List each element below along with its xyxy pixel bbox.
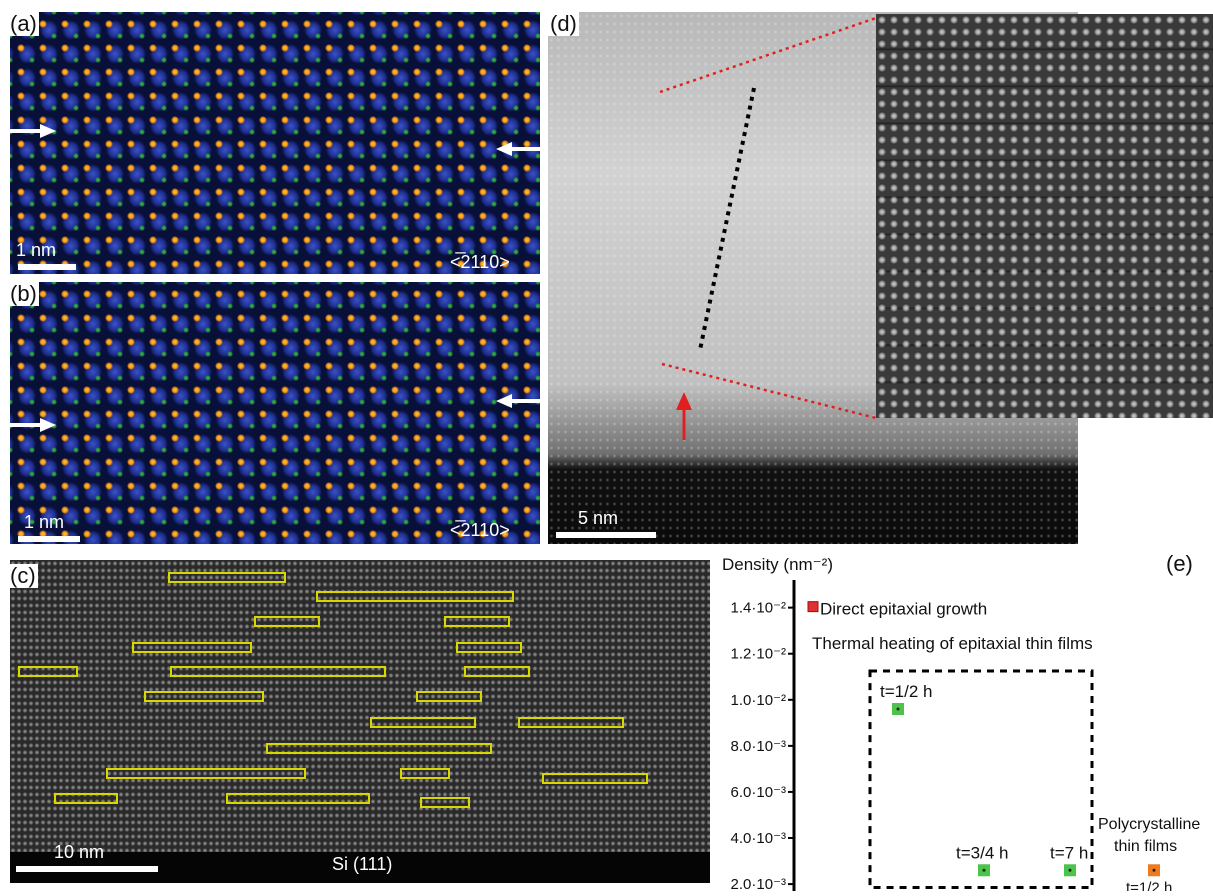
point-label: t=7 h [1050,843,1088,862]
red-arrow-icon [676,392,692,440]
panel-a-image: 1 nm <̅2110> [10,12,540,274]
defect-box [254,616,320,627]
point-label: t=1/2 h [1126,879,1172,891]
direct-growth-marker [807,601,819,613]
defect-box [316,591,514,602]
defect-box [18,666,78,677]
scale-bar-label: 1 nm [24,512,65,532]
panel-label-b: (b) [8,281,39,306]
direction-label: <̅2110> [450,252,510,272]
panel-label-c: (c) [8,563,38,588]
thermal-group-box [868,669,1094,890]
defect-box [168,572,286,583]
zoom-guide-line-bottom [661,362,877,420]
polycrystalline-label: Polycrystalline [1098,816,1200,833]
scale-bar [18,536,80,542]
y-tick-label: 2.0·10⁻³ [731,876,786,891]
tilt-guide-line [698,87,756,351]
data-point-center [1068,868,1072,872]
data-point-center [1152,868,1156,872]
left-arrow-icon [496,142,540,161]
direction-label: <̅2110> [450,520,510,540]
thermal-heating-label: Thermal heating of epitaxial thin films [812,634,1093,653]
defect-box [464,666,530,677]
panel-d-overlay [659,16,877,440]
defect-box [444,616,510,627]
defect-box [370,717,476,728]
scale-bar-label: 5 nm [578,508,619,528]
scale-bar [18,264,76,270]
right-arrow-icon [10,124,56,143]
panel-b-image: 1 nm <̅2110> [10,282,540,544]
defect-box [170,666,386,677]
scale-bar [16,866,158,872]
data-point-center [896,707,900,711]
polycrystalline-label-2: thin films [1114,838,1177,855]
right-arrow-icon [10,418,56,437]
density-chart: Density (nm⁻²) 1.4·10⁻² 1.2·10⁻² 1.0·10⁻² 8.… [722,555,1200,896]
point-label: t=1/2 h [880,682,932,701]
defect-box [400,768,450,779]
defect-box [518,717,624,728]
y-tick-label: 1.4·10⁻² [731,600,786,617]
left-arrow-icon [496,394,540,413]
defect-box [542,773,648,784]
defect-box [226,793,370,804]
panel-c-image: 10 nm Si (111) [10,560,710,883]
point-label: t=3/4 h [956,843,1008,862]
direct-growth-label: Direct epitaxial growth [820,600,987,619]
defect-box [54,793,118,804]
y-tick-label: 8.0·10⁻³ [731,738,786,755]
panel-label-d: (d) [548,11,579,36]
defect-box [106,768,306,779]
y-axis-label: Density (nm⁻²) [722,555,833,574]
defect-box [416,691,482,702]
data-point-center [982,868,986,872]
scale-bar [556,532,656,538]
scale-bar-label: 10 nm [54,842,105,862]
defect-box [420,797,470,808]
y-tick-label: 6.0·10⁻³ [731,784,786,801]
scale-bar-label: 1 nm [16,240,57,260]
panel-e-chart: Density (nm⁻²) 1.4·10⁻² 1.2·10⁻² 1.0·10⁻² 8.… [712,548,1213,896]
y-tick-label: 1.0·10⁻² [731,692,786,709]
defect-box [132,642,252,653]
zoom-guide-line-top [659,16,877,94]
panel-label-a: (a) [8,11,39,36]
defect-box [266,743,492,754]
panel-d-inset-image [876,14,1213,418]
y-tick-label: 1.2·10⁻² [731,646,786,663]
defect-box [456,642,522,653]
substrate-label: Si (111) [332,854,393,874]
panel-label-e: (e) [1164,551,1195,576]
defect-box [144,691,264,702]
y-tick-label: 4.0·10⁻³ [731,830,786,847]
